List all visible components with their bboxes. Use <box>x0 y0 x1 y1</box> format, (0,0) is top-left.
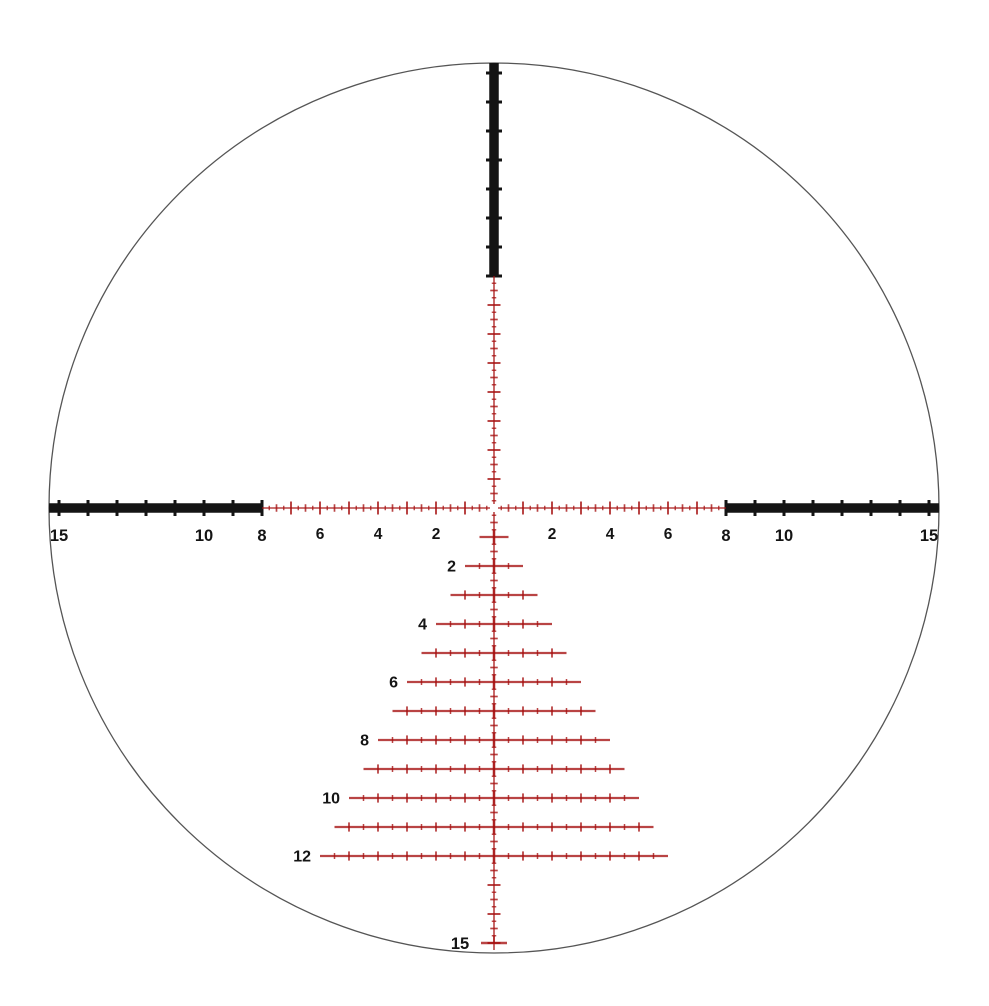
svg-text:10: 10 <box>195 527 213 545</box>
svg-text:4: 4 <box>418 617 427 634</box>
svg-text:12: 12 <box>293 849 311 866</box>
svg-text:8: 8 <box>360 733 369 750</box>
svg-text:15: 15 <box>451 935 469 953</box>
svg-text:6: 6 <box>664 526 673 543</box>
svg-text:6: 6 <box>316 526 325 543</box>
svg-text:4: 4 <box>606 526 615 543</box>
svg-text:2: 2 <box>432 526 441 543</box>
svg-text:15: 15 <box>920 527 938 545</box>
svg-text:10: 10 <box>322 791 340 808</box>
svg-text:15: 15 <box>50 527 68 545</box>
svg-text:10: 10 <box>775 527 793 545</box>
svg-text:6: 6 <box>389 675 398 692</box>
svg-text:8: 8 <box>257 527 266 545</box>
svg-text:2: 2 <box>548 526 557 543</box>
svg-text:2: 2 <box>447 559 456 576</box>
svg-text:8: 8 <box>721 527 730 545</box>
svg-text:4: 4 <box>374 526 383 543</box>
